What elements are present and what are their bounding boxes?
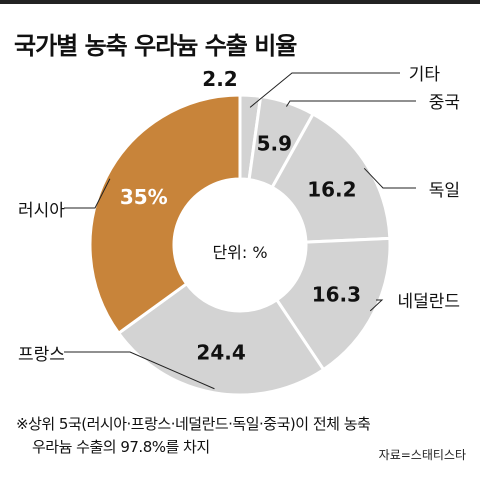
category-label-russia: 러시아 [18, 201, 65, 221]
category-label-other: 기타 [409, 65, 441, 85]
value-label-germany: 16.2 [307, 177, 356, 201]
leader-line-china [286, 100, 416, 107]
value-label-china: 5.9 [257, 132, 292, 156]
slice-france [116, 281, 326, 397]
source-credit: 자료=스태티스타 [378, 448, 466, 462]
footnote: ※상위 5국(러시아·프랑스·네덜란드·독일·중국)이 전체 농축 우라늄 수출… [16, 413, 476, 459]
value-label-france: 24.4 [196, 340, 245, 364]
slice-russia [88, 93, 242, 336]
chart-title: 국가별 농축 우라늄 수출 비율 [14, 32, 297, 60]
leader-line-netherlands [369, 299, 384, 312]
value-label-russia: 35% [120, 185, 168, 209]
top-rule [0, 0, 480, 4]
footnote-line-2: 우라늄 수출의 97.8%를 차지 [32, 438, 210, 456]
category-label-netherlands: 네덜란드 [397, 292, 460, 312]
category-label-france: 프랑스 [18, 345, 65, 365]
footnote-line-1: ※상위 5국(러시아·프랑스·네덜란드·독일·중국)이 전체 농축 [16, 415, 371, 433]
category-label-china: 중국 [429, 93, 460, 113]
category-label-germany: 독일 [429, 181, 460, 201]
value-label-other: 2.2 [202, 67, 237, 91]
slice-netherlands [274, 236, 392, 372]
leader-line-russia [64, 178, 111, 209]
leader-line-other [249, 72, 400, 108]
slice-germany [270, 111, 392, 244]
leader-line-france [64, 351, 215, 390]
unit-label: 단위: % [212, 243, 267, 262]
leader-line-germany [363, 167, 416, 189]
value-label-netherlands: 16.3 [312, 283, 361, 307]
